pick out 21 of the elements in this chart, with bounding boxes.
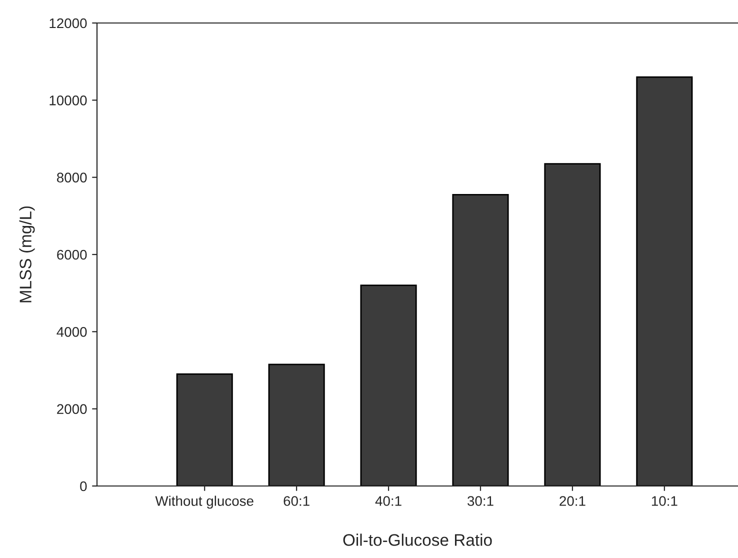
x-tick-label: 20:1: [560, 496, 586, 506]
y-tick-label: 12000: [50, 18, 87, 28]
y-tick-label: 4000: [56, 327, 87, 337]
x-axis-title: Oil-to-Glucose Ratio: [343, 534, 492, 546]
x-tick-label: 30:1: [468, 496, 494, 506]
bar: [452, 194, 509, 486]
y-axis-title: MLSS (mg/L): [19, 206, 35, 302]
x-tick-label: 40:1: [375, 496, 402, 506]
y-tick-label: 10000: [50, 96, 87, 106]
x-tick-label: Without glucose: [155, 496, 254, 509]
bar: [360, 284, 417, 486]
bar: [544, 163, 601, 486]
y-tick-label: 2000: [57, 404, 87, 414]
bar: [268, 364, 325, 486]
bar: [636, 76, 693, 486]
x-tick-label: 60:1: [284, 496, 310, 506]
bar: [176, 373, 233, 486]
y-tick-label: 0: [80, 481, 87, 492]
y-tick-label: 6000: [57, 250, 87, 260]
x-tick-label: 10:1: [652, 496, 678, 506]
y-tick-label: 8000: [56, 172, 87, 183]
